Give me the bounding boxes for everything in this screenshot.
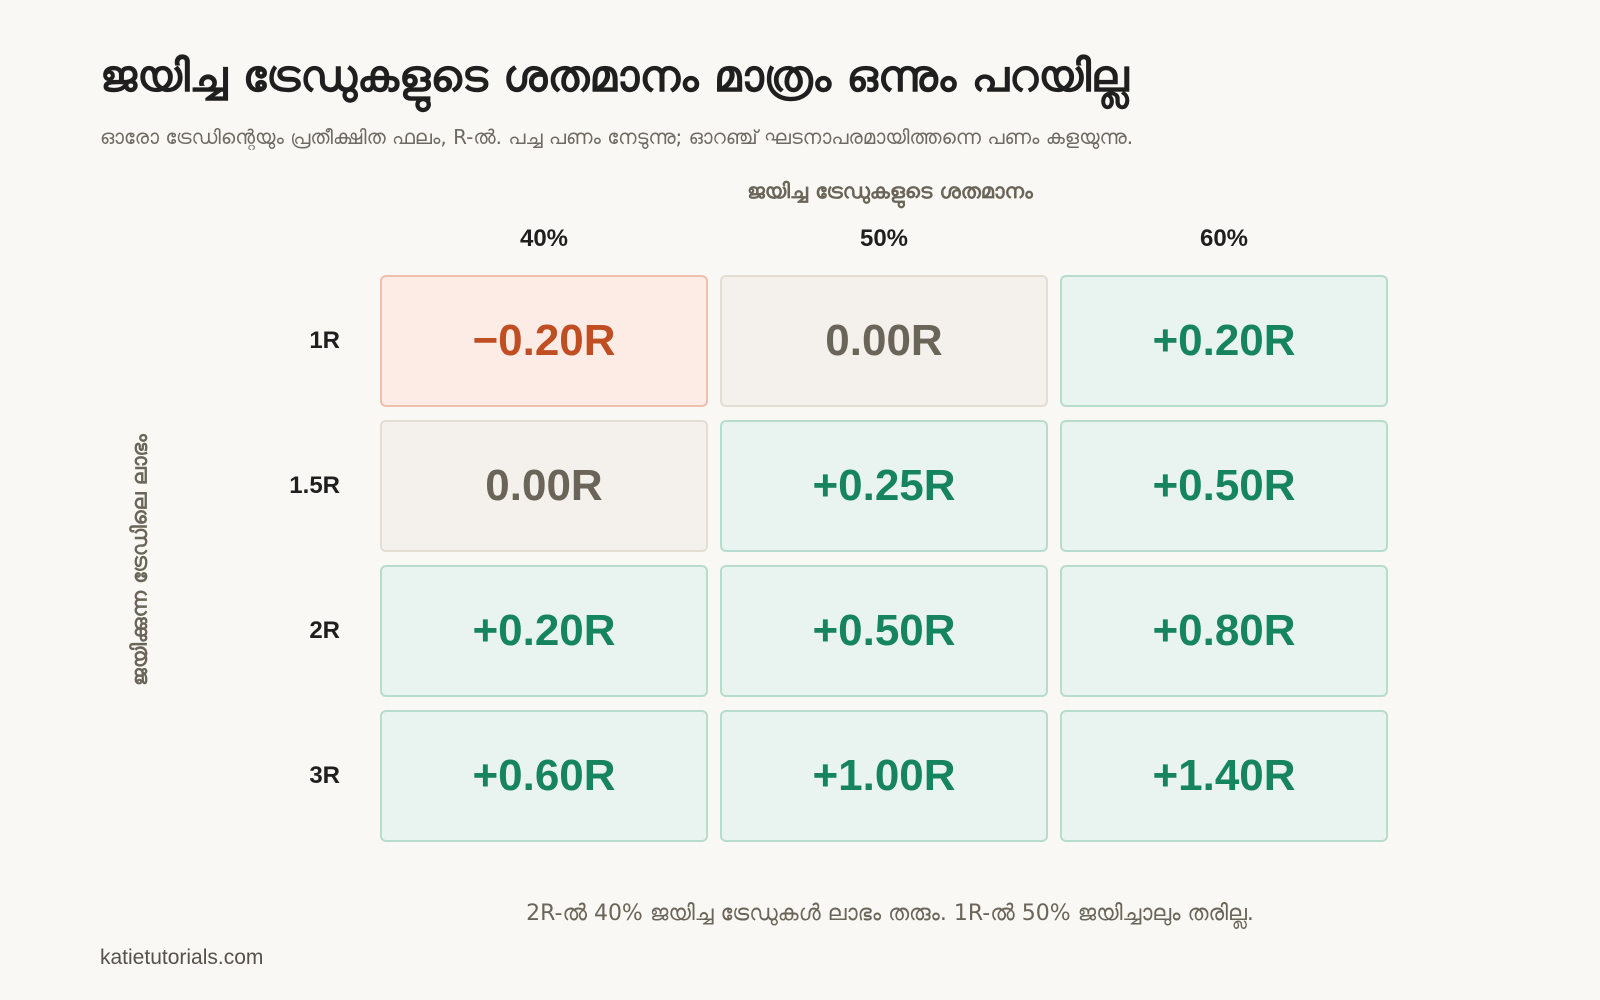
cell-value-label: +0.80R: [1152, 606, 1296, 655]
heatmap-cell: 0.00R: [720, 275, 1048, 407]
heatmap-cell: +0.20R: [380, 565, 708, 697]
heatmap-cell: +1.00R: [720, 710, 1048, 842]
cell-value-label: +0.20R: [472, 606, 616, 655]
heatmap-cell: +0.20R: [1060, 275, 1388, 407]
heatmap-cell: +0.80R: [1060, 565, 1388, 697]
column-header: 50%: [859, 225, 909, 252]
footnote: 2R-ൽ 40% ജയിച്ച ട്രേഡുകൾ ലാഭം തരും. 1R-ൽ…: [526, 901, 1254, 926]
cell-value-label: 0.00R: [485, 461, 603, 510]
cell-value-label: +0.25R: [812, 461, 956, 510]
column-header: 60%: [1199, 225, 1249, 252]
heatmap-cell: +0.50R: [1060, 420, 1388, 552]
column-header: 40%: [519, 225, 569, 252]
source-credit: katietutorials.com: [100, 946, 264, 969]
heatmap-cell: −0.20R: [380, 275, 708, 407]
cell-value-label: 0.00R: [825, 316, 943, 365]
chart-title: ജയിച്ച ട്രേഡുകളുടെ ശതമാനം മാത്രം ഒന്നും …: [100, 51, 1129, 102]
cell-value-label: +0.50R: [1152, 461, 1296, 510]
row-axis-label: ജയിക്കുന്ന ട്രേഡിലെ ലാഭം: [127, 434, 152, 686]
row-header: 1R: [309, 327, 340, 354]
heatmap-cell: +1.40R: [1060, 710, 1388, 842]
heatmap-cell: +0.50R: [720, 565, 1048, 697]
chart-subtitle: ഓരോ ട്രേഡിന്റെയും പ്രതീക്ഷിത ഫലം, R-ൽ. പ…: [100, 125, 1134, 149]
cell-value-label: +1.40R: [1152, 751, 1296, 800]
cell-value-label: +0.20R: [1152, 316, 1296, 365]
row-header: 2R: [309, 617, 340, 644]
row-header: 3R: [309, 762, 340, 789]
column-axis-label: ജയിച്ച ട്രേഡുകളുടെ ശതമാനം: [747, 179, 1033, 203]
heatmap-cell: +0.25R: [720, 420, 1048, 552]
cell-value-label: −0.20R: [472, 316, 616, 365]
cell-value-label: +1.00R: [812, 751, 956, 800]
row-header: 1.5R: [289, 472, 340, 499]
heatmap-cell: 0.00R: [380, 420, 708, 552]
cell-value-label: +0.60R: [472, 751, 616, 800]
heatmap-cell: +0.60R: [380, 710, 708, 842]
cell-value-label: +0.50R: [812, 606, 956, 655]
